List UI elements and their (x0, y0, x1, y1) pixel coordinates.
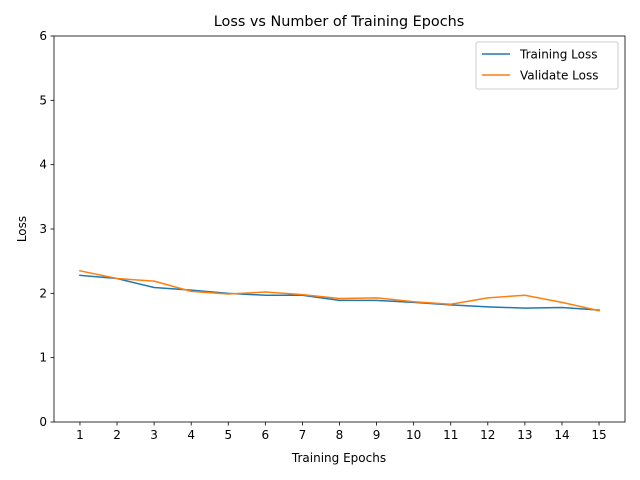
y-axis-label: Loss (15, 216, 29, 242)
x-tick-label: 5 (224, 428, 232, 442)
y-tick-label: 2 (39, 286, 47, 300)
legend-label-2: Validate Loss (520, 69, 599, 83)
series-line-2 (79, 269, 600, 312)
y-tick-label: 6 (39, 29, 47, 43)
legend: Training Loss Validate Loss (475, 41, 619, 90)
y-tick-label: 3 (39, 222, 47, 236)
x-tick-label: 2 (113, 428, 121, 442)
x-tick-label: 6 (262, 428, 270, 442)
legend-label-1: Training Loss (519, 48, 597, 62)
series-line-1 (79, 274, 600, 311)
x-tick-label: 1 (76, 428, 84, 442)
x-tick-label: 15 (591, 428, 606, 442)
y-tick-label: 5 (39, 93, 47, 107)
x-tick-label: 12 (480, 428, 495, 442)
x-tick-label: 4 (187, 428, 195, 442)
x-tick-label: 7 (299, 428, 307, 442)
axes-frame (53, 35, 626, 423)
x-tick-label: 14 (554, 428, 569, 442)
x-tick-label: 9 (373, 428, 381, 442)
x-tick-label: 13 (517, 428, 532, 442)
chart-title: Loss vs Number of Training Epochs (214, 14, 464, 30)
x-axis-label: Training Epochs (291, 451, 386, 465)
x-tick-label: 10 (406, 428, 421, 442)
y-tick-label: 4 (39, 158, 47, 172)
x-tick-label: 3 (150, 428, 158, 442)
x-tick-label: 8 (336, 428, 344, 442)
x-tick-label: 11 (443, 428, 458, 442)
y-tick-label: 0 (39, 415, 47, 429)
legend-box (475, 41, 619, 90)
y-tick-label: 1 (39, 351, 47, 365)
